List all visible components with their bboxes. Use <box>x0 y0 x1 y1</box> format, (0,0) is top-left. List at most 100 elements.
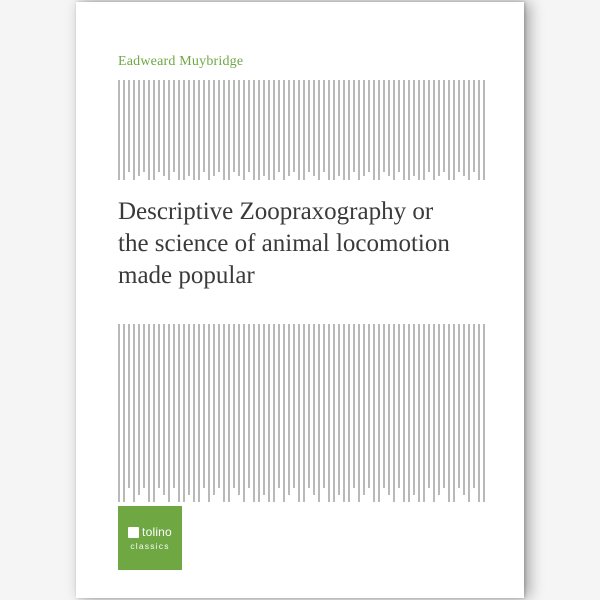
barcode-bar <box>193 80 195 180</box>
barcode-bar <box>138 324 140 495</box>
barcode-bar <box>278 324 280 488</box>
barcode-bar <box>223 80 225 180</box>
barcode-bar <box>178 80 180 180</box>
barcode-pattern-top <box>118 80 482 180</box>
barcode-bar <box>143 324 145 488</box>
barcode-bar <box>278 80 280 172</box>
barcode-bar <box>218 324 220 488</box>
book-cover: Eadweard Muybridge Descriptive Zoopraxog… <box>76 2 524 598</box>
barcode-bar <box>403 324 405 502</box>
barcode-bar <box>198 324 200 502</box>
barcode-bar <box>123 80 125 180</box>
barcode-bar <box>323 324 325 488</box>
barcode-bar <box>393 324 395 502</box>
barcode-bar <box>468 324 470 502</box>
barcode-bar <box>458 324 460 488</box>
barcode-bar <box>413 80 415 176</box>
barcode-bar <box>463 80 465 176</box>
barcode-bar <box>353 80 355 172</box>
barcode-bar <box>313 324 315 495</box>
barcode-bar <box>448 80 450 180</box>
barcode-bar <box>408 324 410 502</box>
barcode-bar <box>383 324 385 488</box>
barcode-bar <box>133 80 135 180</box>
barcode-bar <box>203 80 205 172</box>
barcode-bar <box>203 324 205 488</box>
barcode-bar <box>288 324 290 495</box>
barcode-bar <box>398 80 400 172</box>
barcode-bar <box>338 80 340 176</box>
book-title: Descriptive Zoopraxography or the scienc… <box>118 196 464 292</box>
barcode-bar <box>283 324 285 502</box>
barcode-bar <box>258 80 260 180</box>
barcode-bar <box>388 80 390 176</box>
barcode-bar <box>243 80 245 180</box>
barcode-bar <box>233 80 235 172</box>
barcode-bar <box>198 80 200 180</box>
barcode-bar <box>438 324 440 495</box>
publisher-name: tolino <box>142 525 172 539</box>
barcode-bar <box>378 324 380 502</box>
barcode-bar <box>143 80 145 172</box>
barcode-bar <box>443 324 445 488</box>
barcode-bar <box>338 324 340 495</box>
barcode-bar <box>243 324 245 502</box>
barcode-bar <box>228 324 230 502</box>
barcode-bar <box>188 80 190 176</box>
barcode-bar <box>193 324 195 502</box>
barcode-bar <box>368 80 370 172</box>
barcode-bar <box>288 80 290 176</box>
barcode-bar <box>343 80 345 180</box>
barcode-bar <box>268 80 270 180</box>
barcode-bar <box>373 80 375 180</box>
barcode-bar <box>253 324 255 502</box>
barcode-bar <box>313 80 315 176</box>
barcode-bar <box>268 324 270 502</box>
barcode-bar <box>478 80 480 180</box>
barcode-bar <box>173 80 175 172</box>
barcode-bar <box>153 324 155 502</box>
barcode-bar <box>303 324 305 502</box>
barcode-bar <box>428 80 430 172</box>
barcode-bar <box>128 80 130 172</box>
barcode-bar <box>358 324 360 502</box>
barcode-bar <box>423 80 425 180</box>
barcode-bar <box>238 80 240 176</box>
barcode-bar <box>153 80 155 180</box>
barcode-bar <box>418 324 420 502</box>
barcode-bar <box>298 324 300 502</box>
barcode-bar <box>273 80 275 180</box>
publisher-badge: tolino classics <box>118 506 182 570</box>
barcode-bar <box>308 324 310 488</box>
barcode-bar <box>483 80 485 180</box>
barcode-bar <box>128 324 130 488</box>
barcode-bar <box>328 324 330 502</box>
barcode-bar <box>423 324 425 502</box>
barcode-bar <box>273 324 275 502</box>
barcode-bar <box>293 324 295 488</box>
publisher-series: classics <box>130 541 169 551</box>
barcode-bar <box>348 324 350 502</box>
barcode-bar <box>408 80 410 180</box>
barcode-bar <box>433 324 435 502</box>
barcode-bar <box>348 80 350 180</box>
logo-square-icon <box>128 527 139 538</box>
barcode-bar <box>383 80 385 172</box>
barcode-bar <box>413 324 415 495</box>
barcode-bar <box>263 80 265 176</box>
barcode-bar <box>353 324 355 488</box>
barcode-bar <box>403 80 405 180</box>
barcode-bar <box>148 80 150 180</box>
barcode-bar <box>453 80 455 180</box>
barcode-bar <box>283 80 285 180</box>
barcode-bar <box>148 324 150 502</box>
barcode-bar <box>448 324 450 502</box>
barcode-bar <box>263 324 265 495</box>
barcode-bar <box>228 80 230 180</box>
barcode-bar <box>163 80 165 176</box>
barcode-bar <box>323 80 325 172</box>
barcode-bar <box>398 324 400 488</box>
barcode-bar <box>223 324 225 502</box>
barcode-bar <box>458 80 460 172</box>
barcode-bar <box>308 80 310 172</box>
